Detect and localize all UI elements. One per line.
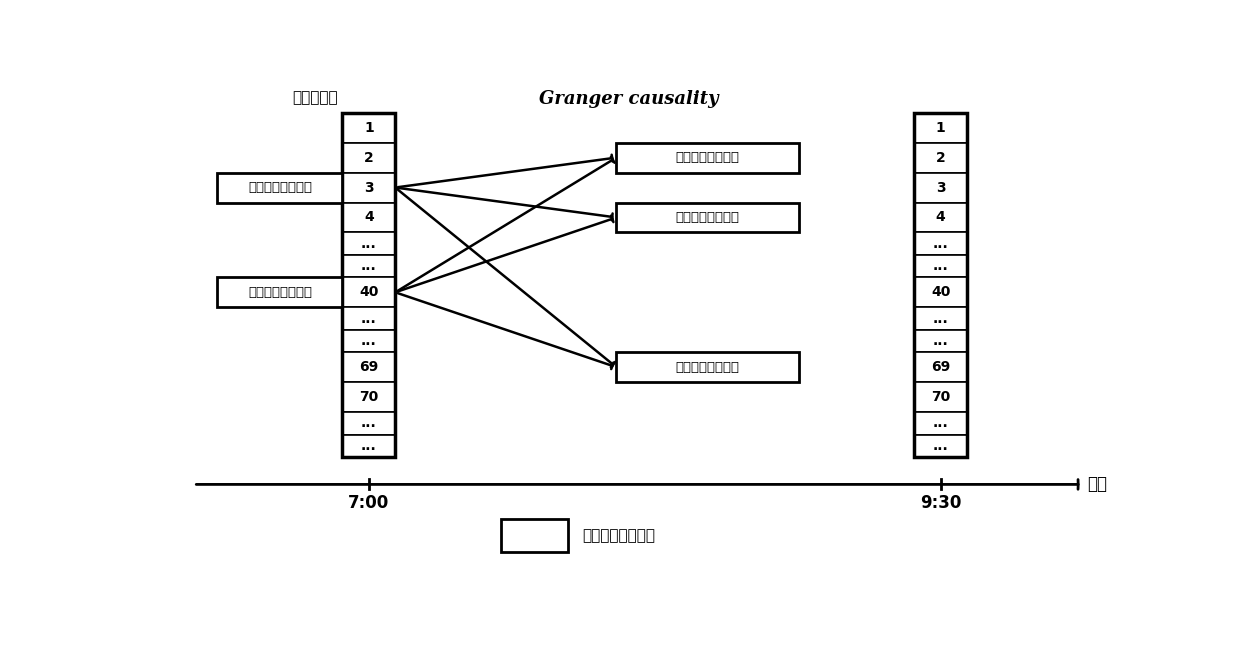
Text: 69: 69 (360, 360, 378, 374)
Bar (342, 435, 396, 457)
Bar (501, 519, 568, 552)
Bar (914, 277, 967, 307)
Text: 3: 3 (936, 181, 945, 194)
Text: 70: 70 (931, 390, 950, 404)
Bar (914, 330, 967, 353)
Bar (342, 277, 396, 307)
Bar (217, 277, 342, 307)
Text: 40: 40 (931, 285, 950, 299)
Text: 交通状况时间序列: 交通状况时间序列 (676, 211, 739, 224)
Text: 时间: 时间 (1087, 476, 1107, 493)
Bar (342, 172, 396, 202)
Bar (914, 307, 967, 330)
Text: ...: ... (361, 237, 377, 251)
Bar (914, 382, 967, 412)
Bar (342, 330, 396, 353)
Bar (342, 202, 396, 233)
Bar (914, 202, 967, 233)
Bar (914, 113, 967, 143)
Bar (342, 255, 396, 277)
Text: 4: 4 (936, 211, 945, 224)
Bar (914, 353, 967, 382)
Bar (914, 255, 967, 277)
Text: ...: ... (932, 259, 949, 273)
Bar (342, 412, 396, 435)
Bar (342, 307, 396, 330)
Bar (616, 202, 799, 233)
Text: 交通状况时间序列: 交通状况时间序列 (676, 151, 739, 164)
Bar (342, 233, 396, 255)
Text: ...: ... (932, 334, 949, 348)
Bar (217, 172, 342, 202)
Text: ...: ... (361, 334, 377, 348)
Text: ...: ... (361, 416, 377, 430)
Text: ...: ... (932, 416, 949, 430)
Text: 70: 70 (360, 390, 378, 404)
Text: 某时刻拥堵交叉口: 某时刻拥堵交叉口 (583, 528, 656, 543)
Text: 7:00: 7:00 (348, 494, 389, 513)
Bar (342, 113, 396, 143)
Text: 路口编号：: 路口编号： (291, 90, 337, 105)
Text: 1: 1 (936, 121, 945, 135)
Bar (914, 143, 967, 172)
Text: ...: ... (932, 312, 949, 325)
Bar (914, 172, 967, 202)
Bar (616, 143, 799, 172)
Text: ...: ... (361, 439, 377, 453)
Text: 69: 69 (931, 360, 950, 374)
Text: Granger causality: Granger causality (539, 89, 719, 108)
Text: ...: ... (361, 259, 377, 273)
Text: 3: 3 (365, 181, 373, 194)
Text: 2: 2 (936, 150, 945, 165)
Bar (616, 353, 799, 382)
Text: 4: 4 (365, 211, 373, 224)
Bar (914, 113, 967, 457)
Text: 1: 1 (365, 121, 373, 135)
Bar (342, 382, 396, 412)
Text: 40: 40 (360, 285, 378, 299)
Bar (914, 435, 967, 457)
Text: 交通状况时间序列: 交通状况时间序列 (248, 286, 312, 299)
Text: ...: ... (932, 237, 949, 251)
Bar (342, 143, 396, 172)
Bar (914, 233, 967, 255)
Text: ...: ... (932, 439, 949, 453)
Text: 2: 2 (365, 150, 373, 165)
Text: ...: ... (361, 312, 377, 325)
Text: 交通状况时间序列: 交通状况时间序列 (676, 361, 739, 374)
Text: 交通状况时间序列: 交通状况时间序列 (248, 181, 312, 194)
Bar (342, 353, 396, 382)
Bar (342, 113, 396, 457)
Text: 9:30: 9:30 (920, 494, 961, 513)
Bar (914, 412, 967, 435)
